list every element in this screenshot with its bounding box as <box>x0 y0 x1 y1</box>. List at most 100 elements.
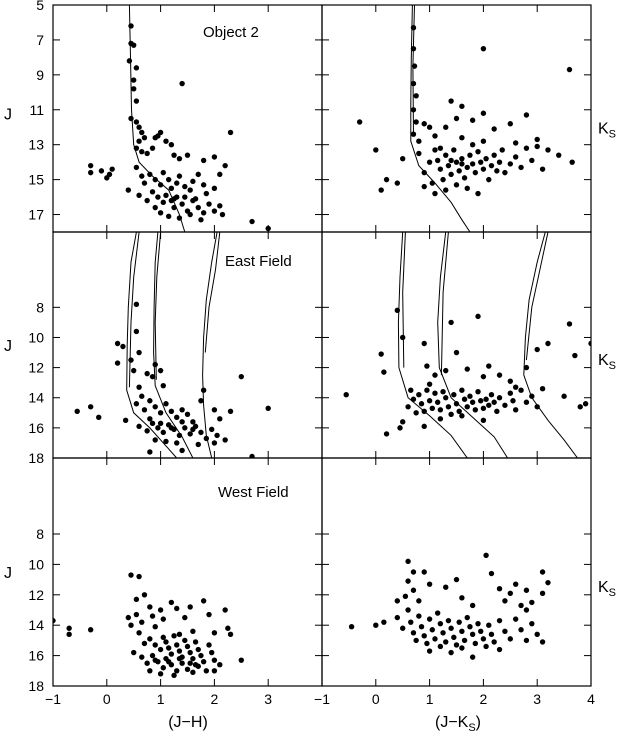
data-point <box>133 164 140 171</box>
data-point <box>187 187 193 193</box>
data-point <box>539 639 546 645</box>
data-point <box>87 627 94 633</box>
data-point <box>448 625 454 631</box>
data-point <box>136 573 142 580</box>
data-point <box>383 431 390 437</box>
data-point <box>518 387 524 393</box>
data-point <box>410 80 417 87</box>
data-point <box>171 152 177 158</box>
data-point <box>136 192 142 199</box>
y-axis-title-j: J <box>4 338 12 355</box>
data-point <box>432 372 438 378</box>
data-point <box>225 625 231 631</box>
x-axes: −1 0 1 2 3 −1 0 1 2 3 4 (J−H) (J−KS) <box>45 5 595 734</box>
data-point <box>182 183 188 190</box>
data-point <box>144 428 150 434</box>
data-point <box>424 640 430 647</box>
data-point <box>139 148 145 155</box>
data-point <box>400 419 406 425</box>
data-point <box>190 178 196 185</box>
data-point <box>459 595 465 601</box>
data-point <box>443 152 449 158</box>
x-axis-title-right: (J−KS) <box>435 714 481 734</box>
data-point <box>459 645 465 651</box>
y-axis-title-ks: KS <box>598 121 616 141</box>
data-point <box>187 604 193 610</box>
data-point <box>74 408 80 414</box>
data-point <box>128 115 134 122</box>
data-point <box>176 215 183 221</box>
y-tick-label: 18 <box>28 450 44 466</box>
data-point <box>381 619 387 625</box>
data-point <box>475 148 481 155</box>
data-point <box>429 627 435 633</box>
data-point <box>461 637 468 644</box>
data-point <box>179 419 185 425</box>
data-point <box>128 572 134 578</box>
data-point <box>176 173 183 179</box>
data-point <box>144 370 150 377</box>
isochrone-jk <box>410 5 471 232</box>
y-tick-label: 11 <box>29 102 44 118</box>
y-tick-label: 10 <box>28 329 44 345</box>
data-point <box>206 642 212 648</box>
x-tick-label-right: 4 <box>587 691 595 707</box>
data-point <box>157 129 164 136</box>
data-point <box>408 619 414 625</box>
data-point <box>456 619 462 625</box>
data-point <box>160 169 166 176</box>
y-axis-row-1: 8 10 12 14 16 18 J KS East Field <box>4 253 616 466</box>
data-point <box>512 616 519 622</box>
data-point <box>478 159 484 165</box>
data-point <box>149 613 156 619</box>
data-point <box>179 201 185 207</box>
panel-title-1: East Field <box>225 253 292 270</box>
data-point <box>397 425 403 431</box>
data-point <box>569 159 575 165</box>
data-point <box>556 152 562 158</box>
data-point <box>211 185 218 192</box>
data-point <box>448 98 454 104</box>
data-point <box>472 169 479 176</box>
data-point <box>545 340 551 347</box>
data-point <box>195 171 201 178</box>
data-point <box>502 628 508 634</box>
data-point <box>510 398 516 404</box>
data-point <box>106 171 113 178</box>
data-point <box>394 614 401 621</box>
data-point <box>502 169 508 176</box>
data-point <box>405 578 411 584</box>
data-point <box>461 396 468 402</box>
data-point <box>416 598 422 604</box>
isochrone-jh <box>128 232 140 388</box>
data-point <box>394 307 401 314</box>
data-point <box>459 387 465 393</box>
data-point <box>429 405 435 411</box>
data-point <box>512 384 519 390</box>
data-point <box>157 367 164 374</box>
panel-frame <box>52 4 323 233</box>
data-point <box>480 417 487 424</box>
data-point <box>545 579 551 586</box>
y-axis-title-ks-sub: S <box>609 129 616 141</box>
data-point <box>214 432 220 439</box>
data-point <box>432 133 438 139</box>
y-tick-label: 5 <box>36 0 44 13</box>
data-point <box>165 176 172 183</box>
panel-frame <box>321 457 592 687</box>
data-point <box>227 631 234 638</box>
data-point <box>149 420 156 427</box>
data-point <box>195 204 201 211</box>
data-point <box>203 435 210 442</box>
y-tick-label: 13 <box>28 137 44 153</box>
y-tick-label: 14 <box>28 617 44 633</box>
data-point <box>539 569 546 575</box>
data-point <box>136 384 142 390</box>
data-point <box>469 399 476 405</box>
x-axis-title-left: (J−H) <box>168 714 208 731</box>
x-tick-label-right: 1 <box>426 691 434 707</box>
data-point <box>190 426 196 433</box>
isochrone-jk <box>397 232 468 458</box>
data-point <box>190 419 196 425</box>
data-point <box>160 616 166 622</box>
